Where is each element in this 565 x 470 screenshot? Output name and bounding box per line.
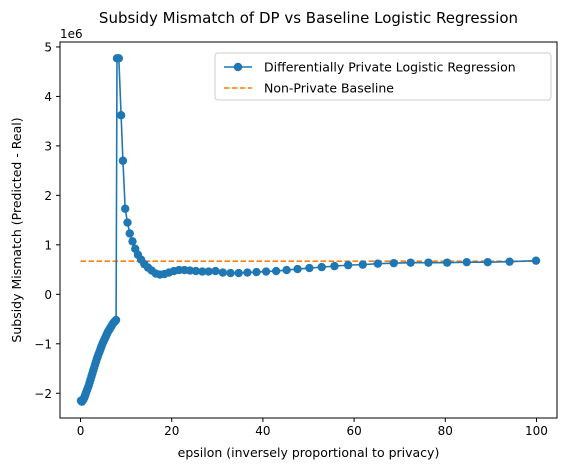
y-tick-label: 4 (44, 90, 52, 104)
y-axis-ticks: −2 −1 0 1 2 3 4 5 (34, 40, 60, 401)
dp-series-point (252, 267, 261, 277)
dp-series-point (462, 257, 471, 267)
dp-series-point (114, 54, 124, 63)
dp-series-point (218, 268, 227, 277)
dp-series-point (317, 262, 326, 272)
dp-series-point (118, 156, 128, 165)
dp-series-point (282, 265, 291, 275)
x-tick-label: 0 (77, 424, 85, 438)
legend-box (214, 52, 552, 101)
dp-series-point (125, 229, 134, 238)
dp-series-point (358, 260, 367, 269)
dp-series-point (191, 266, 201, 276)
x-tick-label: 40 (255, 424, 270, 438)
y-offset-label: 1e6 (60, 27, 83, 41)
y-tick-label: −1 (34, 337, 52, 351)
dp-series-point (293, 264, 302, 274)
y-tick-label: 0 (44, 288, 52, 302)
dp-series-point (226, 268, 235, 278)
legend-swatch-dp-marker (233, 62, 243, 72)
dp-series-point (424, 258, 433, 267)
dp-series-point (128, 237, 137, 246)
dp-series-point (373, 259, 383, 268)
dp-series-point (204, 267, 213, 276)
dp-series-point (330, 261, 339, 271)
dp-series-point (234, 268, 243, 278)
dp-series-point (261, 267, 271, 276)
axes-frame (59, 41, 558, 419)
legend-label-baseline: Non-Private Baseline (264, 81, 394, 96)
dp-series-point (243, 268, 252, 277)
dp-series-point (211, 266, 220, 276)
y-tick-label: −2 (34, 387, 52, 401)
chart-title: Subsidy Mismatch of DP vs Baseline Logis… (99, 9, 518, 27)
x-tick-label: 20 (164, 424, 179, 438)
dp-series-point (305, 263, 314, 273)
dp-series-point (123, 218, 132, 227)
dp-series-point (271, 266, 281, 276)
dp-series-point (389, 258, 398, 268)
dp-series-point (483, 257, 492, 267)
y-tick-label: 5 (44, 40, 52, 54)
dp-series-point (343, 260, 353, 270)
x-tick-label: 60 (346, 424, 361, 438)
y-tick-label: 2 (44, 189, 52, 203)
dp-series-point (121, 204, 130, 213)
dp-series-point (198, 267, 207, 276)
y-tick-label: 1 (44, 238, 52, 252)
series-layer (76, 54, 541, 406)
dp-series-point (531, 256, 541, 265)
x-axis-label: epsilon (inversely proportional to priva… (178, 445, 440, 460)
x-tick-label: 100 (525, 424, 548, 438)
dp-series-point (116, 111, 126, 120)
x-axis-ticks: 0 20 40 60 80 100 (77, 418, 548, 438)
y-axis-label: Subsidy Mismatch (Predicted - Real) (9, 117, 24, 342)
dp-series-point (406, 258, 415, 267)
plot-area (59, 41, 558, 419)
dp-series-point (442, 258, 452, 267)
dp-series-point (111, 315, 121, 325)
x-tick-label: 80 (438, 424, 453, 438)
legend-label-dp: Differentially Private Logistic Regressi… (264, 60, 516, 75)
legend: Differentially Private Logistic Regressi… (214, 52, 552, 101)
y-tick-label: 3 (44, 139, 52, 153)
dp-series-point (505, 257, 514, 266)
